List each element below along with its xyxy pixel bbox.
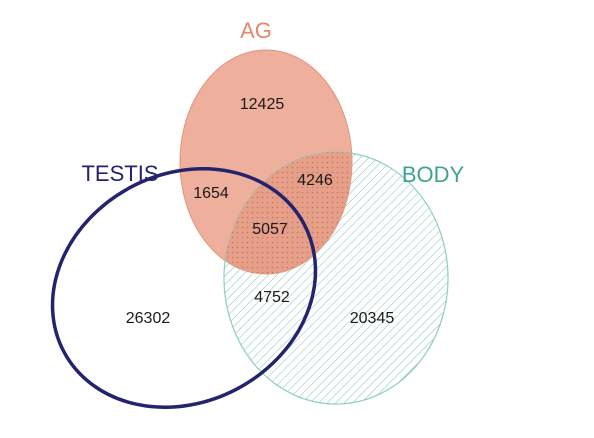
count-all-three: 5057 <box>252 221 288 238</box>
count-body-only: 20345 <box>350 310 395 327</box>
testis-set-ellipse <box>50 167 318 409</box>
ag-body-overlap-dots <box>224 152 352 274</box>
count-ag-body: 4246 <box>297 172 333 189</box>
ag-label: AG <box>240 18 272 43</box>
count-testis-only: 26302 <box>126 310 171 327</box>
body-label: BODY <box>402 162 465 187</box>
count-testis-body: 4752 <box>254 289 290 306</box>
count-ag-only: 12425 <box>240 96 285 113</box>
count-ag-testis: 1654 <box>193 185 229 202</box>
testis-label: TESTIS <box>81 161 158 186</box>
